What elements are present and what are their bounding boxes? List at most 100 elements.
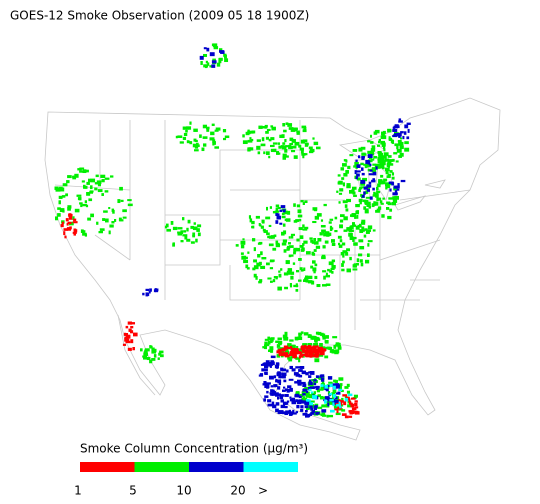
smoke-pixel bbox=[214, 129, 219, 132]
smoke-pixel bbox=[149, 288, 152, 292]
smoke-pixel bbox=[365, 160, 370, 164]
smoke-pixel bbox=[383, 142, 386, 147]
smoke-pixel bbox=[260, 143, 266, 147]
smoke-pixel bbox=[295, 357, 301, 360]
smoke-pixel bbox=[179, 141, 184, 144]
smoke-pixel bbox=[279, 395, 284, 400]
smoke-pixel bbox=[102, 218, 106, 221]
smoke-pixel bbox=[211, 64, 216, 68]
smoke-pixel bbox=[326, 232, 330, 237]
smoke-pixel bbox=[387, 155, 392, 158]
smoke-pixel bbox=[130, 326, 134, 329]
smoke-pixel bbox=[86, 181, 90, 185]
smoke-pixel bbox=[189, 141, 193, 145]
smoke-pixel bbox=[346, 185, 351, 189]
smoke-pixel bbox=[352, 268, 358, 271]
smoke-pixel bbox=[289, 396, 292, 399]
smoke-pixel bbox=[143, 356, 148, 360]
smoke-pixel bbox=[170, 221, 174, 225]
smoke-pixel bbox=[315, 348, 320, 353]
smoke-pixel bbox=[257, 151, 261, 155]
smoke-observations bbox=[54, 43, 411, 419]
smoke-pixel bbox=[209, 137, 215, 141]
smoke-pixel bbox=[325, 272, 328, 276]
smoke-pixel bbox=[298, 369, 303, 372]
smoke-pixel bbox=[334, 216, 338, 220]
smoke-pixel bbox=[223, 53, 227, 57]
smoke-pixel bbox=[301, 391, 307, 396]
smoke-pixel bbox=[310, 408, 314, 411]
smoke-pixel bbox=[202, 124, 208, 129]
smoke-pixel bbox=[359, 200, 362, 205]
smoke-pixel bbox=[312, 267, 317, 272]
smoke-pixel bbox=[304, 346, 309, 349]
smoke-pixel bbox=[72, 216, 75, 221]
smoke-pixel bbox=[358, 198, 363, 203]
smoke-pixel bbox=[376, 166, 381, 169]
smoke-pixel bbox=[277, 286, 282, 291]
smoke-pixel bbox=[298, 359, 301, 363]
smoke-pixel bbox=[296, 270, 300, 273]
smoke-pixel bbox=[82, 169, 87, 174]
smoke-pixel bbox=[61, 221, 64, 225]
smoke-pixel bbox=[266, 151, 270, 155]
smoke-pixel bbox=[270, 355, 276, 359]
smoke-pixel bbox=[368, 173, 374, 176]
smoke-pixel bbox=[311, 280, 315, 285]
smoke-pixel bbox=[290, 346, 293, 349]
smoke-pixel bbox=[358, 253, 363, 257]
smoke-pixel bbox=[184, 236, 188, 240]
smoke-pixel bbox=[335, 342, 340, 345]
smoke-pixel bbox=[314, 358, 320, 363]
smoke-pixel bbox=[95, 174, 99, 178]
legend-label: 1 bbox=[74, 484, 82, 498]
smoke-pixel bbox=[364, 164, 368, 169]
smoke-pixel bbox=[282, 156, 287, 160]
smoke-pixel bbox=[345, 252, 349, 256]
smoke-pixel bbox=[62, 209, 65, 213]
smoke-pixel bbox=[406, 136, 410, 140]
smoke-pixel bbox=[320, 384, 324, 387]
smoke-pixel bbox=[306, 403, 312, 407]
smoke-pixel bbox=[335, 392, 340, 395]
smoke-pixel bbox=[358, 147, 363, 152]
smoke-pixel bbox=[340, 389, 344, 393]
smoke-pixel bbox=[80, 229, 84, 233]
smoke-pixel bbox=[283, 249, 287, 253]
smoke-pixel bbox=[85, 169, 89, 173]
legend-label: 20 bbox=[230, 484, 245, 498]
smoke-pixel bbox=[391, 140, 395, 144]
smoke-pixel bbox=[360, 262, 364, 267]
smoke-pixel bbox=[314, 351, 319, 355]
smoke-pixel bbox=[373, 201, 376, 204]
smoke-pixel bbox=[347, 165, 351, 170]
smoke-pixel bbox=[305, 279, 309, 283]
smoke-pixel bbox=[315, 375, 319, 378]
smoke-pixel bbox=[321, 256, 326, 260]
smoke-pixel bbox=[145, 288, 150, 292]
smoke-pixel bbox=[352, 149, 358, 152]
smoke-pixel bbox=[349, 190, 354, 194]
smoke-pixel bbox=[192, 232, 196, 237]
smoke-pixel bbox=[192, 143, 196, 148]
smoke-pixel bbox=[330, 267, 335, 270]
smoke-pixel bbox=[389, 170, 393, 173]
smoke-pixel bbox=[84, 185, 88, 189]
smoke-pixel bbox=[69, 226, 72, 230]
smoke-pixel bbox=[329, 392, 333, 396]
smoke-pixel bbox=[377, 206, 382, 210]
smoke-pixel bbox=[295, 348, 299, 352]
smoke-pixel bbox=[304, 400, 307, 405]
legend-label: > bbox=[258, 484, 268, 498]
smoke-pixel bbox=[293, 252, 296, 255]
smoke-pixel bbox=[321, 404, 326, 408]
smoke-pixel bbox=[72, 221, 78, 224]
smoke-pixel bbox=[271, 401, 275, 406]
smoke-pixel bbox=[312, 221, 317, 224]
smoke-pixel bbox=[339, 405, 342, 409]
smoke-pixel bbox=[280, 352, 286, 357]
smoke-pixel bbox=[381, 158, 385, 162]
smoke-pixel bbox=[386, 207, 390, 210]
smoke-pixel bbox=[314, 215, 319, 220]
